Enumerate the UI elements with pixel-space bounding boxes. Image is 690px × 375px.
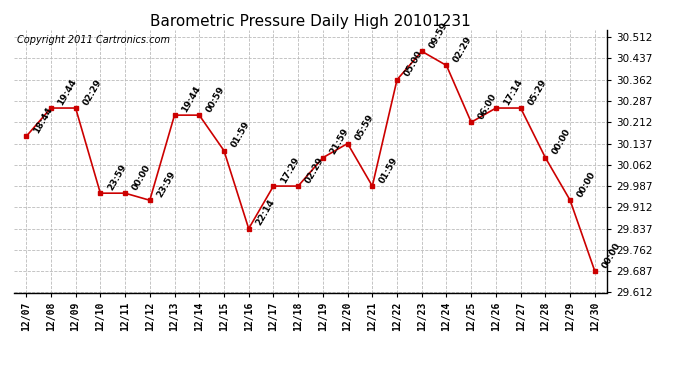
Text: 21:59: 21:59	[328, 127, 351, 156]
Text: 05:29: 05:29	[526, 77, 549, 106]
Text: 19:44: 19:44	[57, 77, 79, 106]
Text: 23:59: 23:59	[106, 162, 128, 192]
Text: 02:29: 02:29	[452, 35, 474, 64]
Text: 05:59: 05:59	[353, 113, 375, 142]
Text: 02:29: 02:29	[304, 155, 326, 185]
Text: Copyright 2011 Cartronics.com: Copyright 2011 Cartronics.com	[17, 35, 170, 45]
Text: 00:00: 00:00	[600, 241, 622, 270]
Text: 18:44: 18:44	[32, 105, 54, 135]
Text: 05:00: 05:00	[402, 49, 424, 78]
Title: Barometric Pressure Daily High 20101231: Barometric Pressure Daily High 20101231	[150, 14, 471, 29]
Text: 23:59: 23:59	[155, 170, 177, 199]
Text: 09:59: 09:59	[427, 21, 449, 50]
Text: 00:00: 00:00	[551, 128, 573, 156]
Text: 00:00: 00:00	[130, 163, 152, 192]
Text: 17:29: 17:29	[279, 155, 302, 185]
Text: 22:14: 22:14	[254, 198, 277, 227]
Text: 01:59: 01:59	[230, 120, 252, 149]
Text: 06:00: 06:00	[477, 92, 499, 121]
Text: 17:14: 17:14	[502, 77, 524, 106]
Text: 01:59: 01:59	[378, 155, 400, 185]
Text: 02:29: 02:29	[81, 77, 104, 106]
Text: 19:44: 19:44	[180, 84, 202, 114]
Text: 00:59: 00:59	[205, 85, 227, 114]
Text: 00:00: 00:00	[575, 170, 598, 199]
